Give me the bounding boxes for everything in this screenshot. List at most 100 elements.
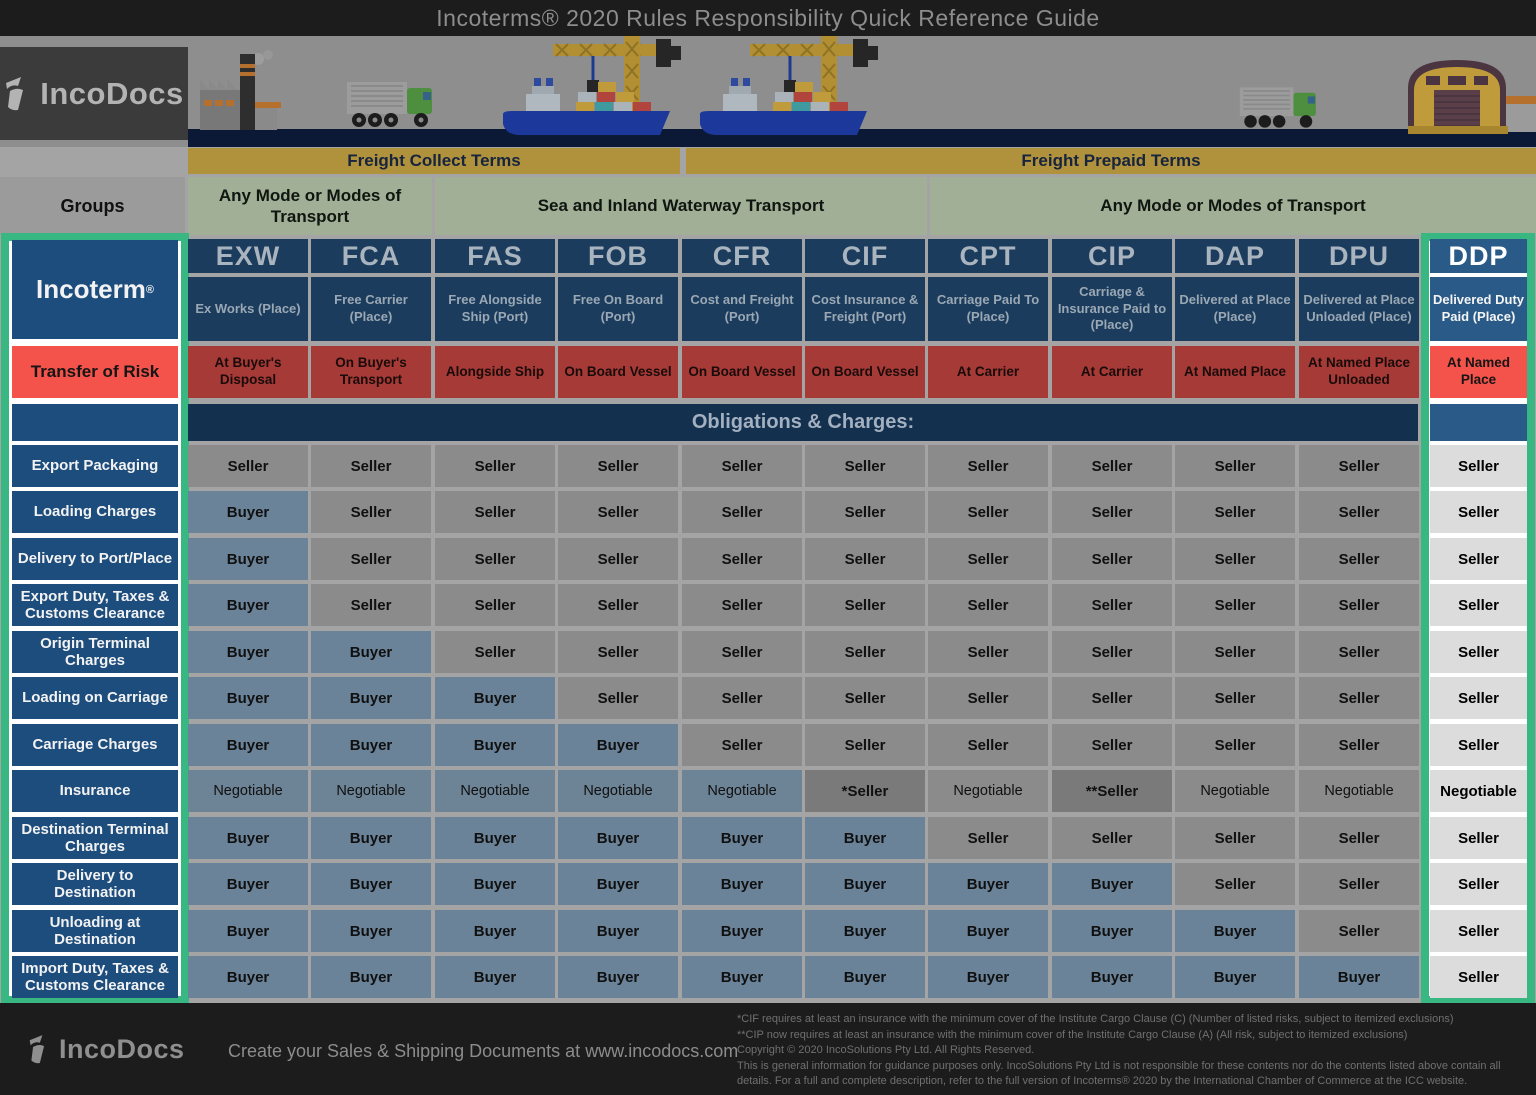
risk-cell-cpt: At Carrier (928, 346, 1048, 398)
column-header-fca: FCA (311, 239, 431, 273)
footnote-line: details. For a full and complete descrip… (737, 1075, 1468, 1087)
table-cell: Buyer (311, 817, 431, 859)
table-cell: Buyer (435, 910, 555, 952)
column-header-cfr: CFR (682, 239, 802, 273)
obligations-title: Obligations & Charges: (691, 411, 915, 433)
table-cell: Seller (682, 677, 802, 719)
column-header-fob: FOB (558, 239, 678, 273)
table-cell: Seller (435, 445, 555, 487)
table-cell: Seller (435, 584, 555, 626)
column-header-ddp: DDP (1430, 239, 1527, 273)
table-cell: Negotiable (558, 770, 678, 812)
column-header-dpu: DPU (1299, 239, 1419, 273)
risk-cell-dap: At Named Place (1175, 346, 1295, 398)
row-label: Export Duty, Taxes & Customs Clearance (12, 584, 178, 626)
table-cell: Buyer (805, 817, 925, 859)
row-label: Delivery to Port/Place (12, 538, 178, 580)
table-cell: Buyer (188, 677, 308, 719)
table-cell: Seller (1299, 863, 1419, 905)
table-cell: Buyer (311, 956, 431, 998)
table-cell: Seller (1430, 863, 1527, 905)
table-cell: Seller (1175, 538, 1295, 580)
row-label: Insurance (12, 770, 178, 812)
table-cell: Seller (928, 445, 1048, 487)
table-cell: Seller (311, 538, 431, 580)
table-cell: Seller (558, 538, 678, 580)
column-subtitle-ddp: Delivered Duty Paid (Place) (1430, 277, 1527, 341)
row-label: Carriage Charges (12, 724, 178, 766)
table-cell: Seller (1052, 631, 1172, 673)
table-cell: Seller (928, 491, 1048, 533)
freight-prepaid-label: Freight Prepaid Terms (1021, 151, 1201, 170)
table-cell: Buyer (188, 631, 308, 673)
freight-collect-label: Freight Collect Terms (347, 151, 521, 170)
table-cell: Buyer (805, 910, 925, 952)
freight-collect-banner: Freight Collect Terms (188, 148, 680, 174)
table-cell: Seller (1299, 910, 1419, 952)
column-subtitle-cif: Cost Insurance & Freight (Port) (805, 277, 925, 341)
column-subtitle-dap: Delivered at Place (Place) (1175, 277, 1295, 341)
truck-icon (1239, 87, 1316, 128)
table-cell: Buyer (188, 956, 308, 998)
table-cell: Buyer (682, 817, 802, 859)
registered-mark: ® (145, 283, 154, 296)
column-header-cip: CIP (1052, 239, 1172, 273)
illustration-band: IncoDocs (0, 36, 1536, 147)
ddp-spacer-cell (1430, 404, 1527, 441)
table-cell: Buyer (682, 956, 802, 998)
table-cell: Seller (1175, 817, 1295, 859)
group-cell-sea-inland: Sea and Inland Waterway Transport (435, 177, 927, 235)
table-cell: Buyer (682, 863, 802, 905)
risk-cell-cif: On Board Vessel (805, 346, 925, 398)
groups-label: Groups (60, 195, 125, 216)
footnote-line: *CIF requires at least an insurance with… (737, 1013, 1454, 1025)
table-cell: Seller (805, 677, 925, 719)
table-cell: Buyer (558, 956, 678, 998)
table-cell: Seller (1052, 538, 1172, 580)
table-cell: Buyer (558, 724, 678, 766)
table-cell: Seller (1175, 724, 1295, 766)
risk-cell-cip: At Carrier (1052, 346, 1172, 398)
risk-cell-exw: At Buyer's Disposal (188, 346, 308, 398)
column-subtitle-dpu: Delivered at Place Unloaded (Place) (1299, 277, 1419, 341)
table-cell: Buyer (558, 910, 678, 952)
table-cell: Seller (682, 584, 802, 626)
row-label: Unloading at Destination (12, 910, 178, 952)
table-cell: Buyer (188, 491, 308, 533)
table-cell: Seller (682, 445, 802, 487)
table-cell: Seller (558, 584, 678, 626)
incoterm-header: Incoterm ® (12, 240, 178, 339)
risk-cell-dpu: At Named Place Unloaded (1299, 346, 1419, 398)
table-cell: Buyer (928, 956, 1048, 998)
table-cell: Seller (1430, 724, 1527, 766)
table-cell: Seller (682, 538, 802, 580)
footnotes-block: *CIF requires at least an insurance with… (737, 1012, 1536, 1090)
table-cell: Seller (805, 445, 925, 487)
column-subtitle-fob: Free On Board (Port) (558, 277, 678, 341)
table-cell: Negotiable (188, 770, 308, 812)
table-cell: Buyer (1052, 863, 1172, 905)
table-cell: Negotiable (435, 770, 555, 812)
risk-cell-fca: On Buyer's Transport (311, 346, 431, 398)
table-cell: Seller (928, 677, 1048, 719)
table-cell: Seller (682, 491, 802, 533)
column-subtitle-cpt: Carriage Paid To (Place) (928, 277, 1048, 341)
table-cell: Buyer (1175, 910, 1295, 952)
table-cell: Buyer (558, 817, 678, 859)
table-cell: Seller (558, 677, 678, 719)
row-label: Loading Charges (12, 491, 178, 533)
table-cell: Seller (435, 538, 555, 580)
table-cell: Seller (928, 538, 1048, 580)
incodocs-logo-icon (6, 76, 24, 110)
table-cell: Seller (928, 631, 1048, 673)
column-subtitle-cfr: Cost and Freight (Port) (682, 277, 802, 341)
table-cell: Buyer (1299, 956, 1419, 998)
column-header-fas: FAS (435, 239, 555, 273)
column-subtitle-cip: Carriage & Insurance Paid to (Place) (1052, 277, 1172, 341)
table-cell: Seller (1052, 491, 1172, 533)
column-header-cpt: CPT (928, 239, 1048, 273)
table-cell: Seller (928, 817, 1048, 859)
truck-icon (347, 82, 432, 127)
table-cell: Seller (805, 538, 925, 580)
table-cell: Seller (805, 724, 925, 766)
